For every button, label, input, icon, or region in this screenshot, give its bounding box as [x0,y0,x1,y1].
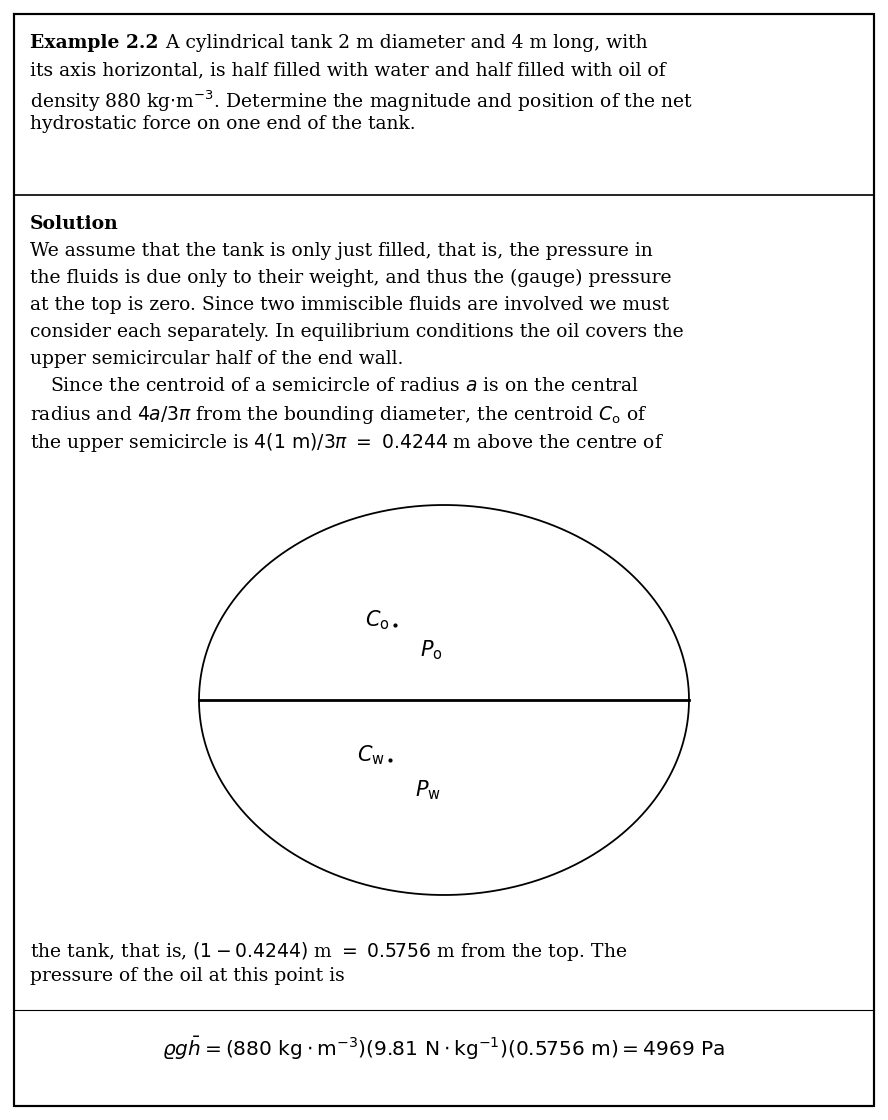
Text: upper semicircular half of the end wall.: upper semicircular half of the end wall. [30,349,403,368]
Text: $C_\mathrm{w}$: $C_\mathrm{w}$ [357,744,385,767]
Text: hydrostatic force on one end of the tank.: hydrostatic force on one end of the tank… [30,115,416,133]
Text: We assume that the tank is only just filled, that is, the pressure in: We assume that the tank is only just fil… [30,242,653,260]
Text: density 880 kg$\cdot$m$^{-3}$. Determine the magnitude and position of the net: density 880 kg$\cdot$m$^{-3}$. Determine… [30,88,694,113]
Text: the fluids is due only to their weight, and thus the (gauge) pressure: the fluids is due only to their weight, … [30,269,671,287]
Text: at the top is zero. Since two immiscible fluids are involved we must: at the top is zero. Since two immiscible… [30,296,670,314]
Text: pressure of the oil at this point is: pressure of the oil at this point is [30,967,345,984]
Text: the tank, that is, $(1 - 0.4244)$ m $=$ $0.5756$ m from the top. The: the tank, that is, $(1 - 0.4244)$ m $=$ … [30,940,627,963]
Text: $\varrho g\bar{h} = (880\ \mathrm{kg \cdot m^{-3}})(9.81\ \mathrm{N \cdot kg^{-1: $\varrho g\bar{h} = (880\ \mathrm{kg \cd… [163,1035,725,1062]
Text: Example 2.2: Example 2.2 [30,34,158,52]
Text: radius and $4a/3\pi$ from the bounding diameter, the centroid $C_\mathrm{o}$ of: radius and $4a/3\pi$ from the bounding d… [30,404,647,426]
Text: A cylindrical tank 2 m diameter and 4 m long, with: A cylindrical tank 2 m diameter and 4 m … [148,34,647,52]
Text: $P_\mathrm{w}$: $P_\mathrm{w}$ [415,778,441,802]
Text: Solution: Solution [30,215,119,233]
Text: Since the centroid of a semicircle of radius $a$ is on the central: Since the centroid of a semicircle of ra… [50,377,639,395]
Text: consider each separately. In equilibrium conditions the oil covers the: consider each separately. In equilibrium… [30,323,684,340]
Text: its axis horizontal, is half filled with water and half filled with oil of: its axis horizontal, is half filled with… [30,60,666,80]
Text: the upper semicircle is $4(1\ \mathrm{m})/3\pi\ =\ 0.4244$ m above the centre of: the upper semicircle is $4(1\ \mathrm{m}… [30,431,664,454]
Text: $C_\mathrm{o}$: $C_\mathrm{o}$ [365,608,390,632]
Text: $P_\mathrm{o}$: $P_\mathrm{o}$ [420,638,443,662]
